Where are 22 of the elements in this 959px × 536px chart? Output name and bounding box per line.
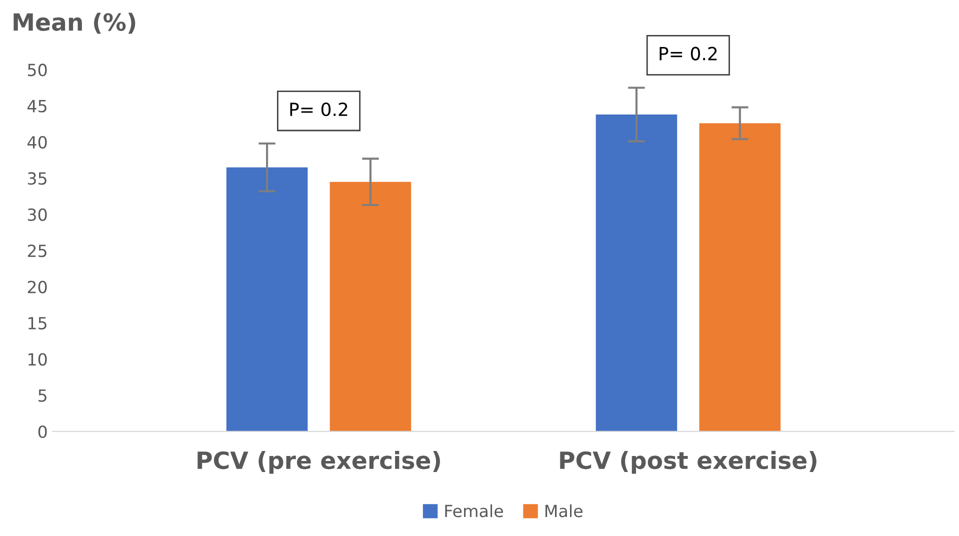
bar (330, 182, 412, 432)
y-tick-label: 50 (28, 64, 47, 76)
y-tick-label: 25 (28, 244, 46, 258)
y-tick-label: 0 (38, 425, 47, 438)
y-tick-label: 15 (28, 317, 46, 330)
bar (596, 114, 678, 432)
legend-label: Female (445, 504, 503, 518)
y-tick-label: 30 (28, 208, 47, 221)
legend-label: Male (546, 504, 582, 518)
annotation: P= 0.2 (290, 102, 348, 116)
x-tick-label: PCV (pre exercise) (198, 450, 440, 474)
y-tick-label: 5 (38, 389, 46, 402)
y-tick-label: 20 (28, 280, 47, 294)
y-tick-label: 10 (28, 353, 47, 366)
text: P= 0.2 (660, 46, 717, 60)
bar (699, 123, 781, 432)
y-axis-title: Mean (%) (14, 12, 136, 34)
x-tick-label: PCV (post exercise) (560, 450, 816, 474)
y-tick-label: 40 (27, 136, 47, 149)
y-tick-label: 45 (27, 100, 46, 112)
y-tick-label: 35 (28, 172, 46, 185)
bar (226, 167, 308, 432)
